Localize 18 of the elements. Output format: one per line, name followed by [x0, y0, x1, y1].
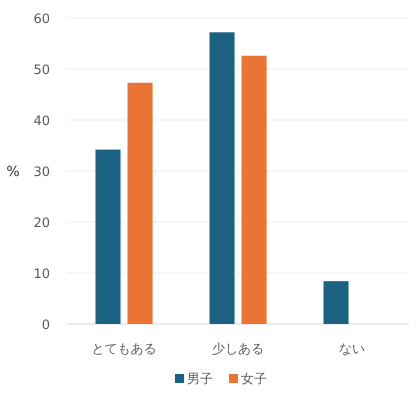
x-tick-label: とてもある: [92, 342, 156, 357]
y-tick-label: 20: [33, 216, 50, 231]
bar: [128, 82, 152, 324]
y-tick-label: 60: [33, 12, 50, 27]
y-tick-label: 0: [42, 318, 50, 333]
legend-label: 女子: [241, 372, 267, 387]
bar: [96, 150, 120, 324]
bar: [324, 281, 348, 324]
x-tick-label: ない: [339, 342, 365, 357]
x-tick-label: 少しある: [212, 342, 264, 357]
y-tick-label: 50: [33, 63, 50, 78]
legend-label: 男子: [187, 372, 213, 387]
y-tick-label: 40: [33, 114, 50, 129]
y-tick-label: 30: [33, 165, 50, 180]
bar: [210, 32, 234, 324]
y-tick-label: 10: [33, 267, 50, 282]
bar: [242, 56, 266, 324]
y-axis-title: %: [6, 164, 20, 180]
